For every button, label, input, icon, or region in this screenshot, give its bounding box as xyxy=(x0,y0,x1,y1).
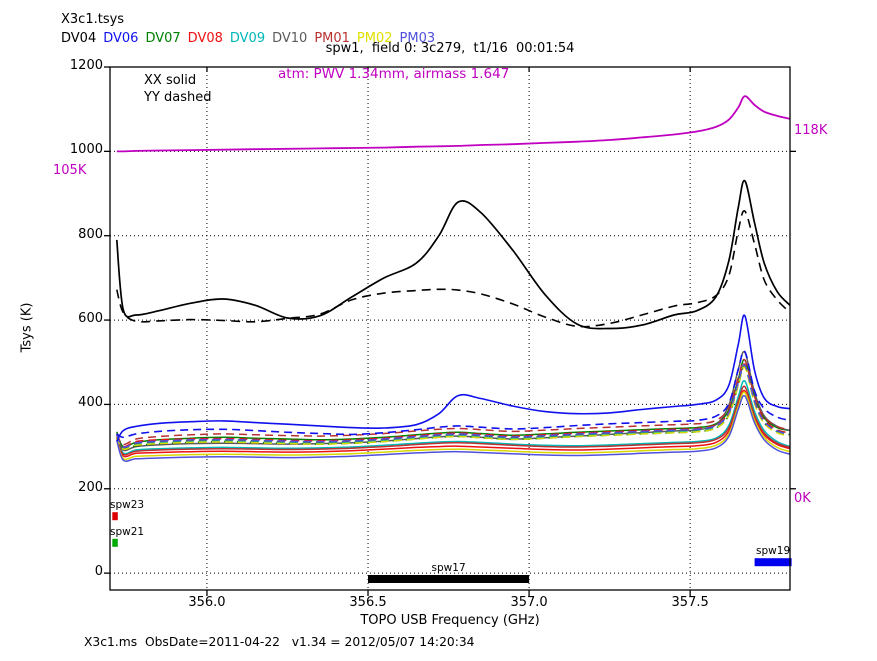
legend-PM03: PM03 xyxy=(399,31,436,46)
yy-dashed-note: YY dashed xyxy=(144,90,212,105)
x-tick-label-357.5: 357.5 xyxy=(671,595,709,610)
footer-info: X3c1.ms ObsDate=2011-04-22 v1.34 = 2012/… xyxy=(84,635,475,649)
series-pm01-xx xyxy=(116,385,791,456)
series-pm01-yy xyxy=(116,358,791,446)
legend-PM02: PM02 xyxy=(356,31,393,46)
x-tick-label-356.0: 356.0 xyxy=(188,595,226,610)
legend-DV08: DV08 xyxy=(187,31,223,46)
series-dv04-yy xyxy=(116,210,791,328)
span-bar-spw21 xyxy=(112,538,118,547)
antenna-legend: DV04 DV06 DV07 DV08 DV09 DV10 PM01 PM02 PM03 xyxy=(61,28,442,47)
series-dv07-xx xyxy=(116,358,791,448)
series-dv09-xx xyxy=(116,380,791,455)
y-tick-label-200: 200 xyxy=(78,479,103,495)
legend-DV10: DV10 xyxy=(272,31,308,46)
atm-right-top-scale-label: 118K xyxy=(794,123,828,138)
x-tick-label-357.0: 357.0 xyxy=(510,595,548,610)
span-bar-spw17 xyxy=(368,575,530,583)
span-bar-spw23 xyxy=(112,512,118,521)
y-tick-label-400: 400 xyxy=(78,395,103,411)
legend-PM01: PM01 xyxy=(314,31,350,46)
series-atm-transmission xyxy=(116,95,791,153)
legend-DV04: DV04 xyxy=(61,31,97,46)
x-tick-label-356.5: 356.5 xyxy=(349,595,387,610)
series-dv10-xx xyxy=(116,350,791,452)
y-tick-label-1200: 1200 xyxy=(69,58,103,73)
x-axis-label: TOPO USB Frequency (GHz) xyxy=(360,613,540,628)
series-pm03-yy xyxy=(116,363,791,448)
series-dv08-yy xyxy=(116,363,791,448)
y-tick-label-1000: 1000 xyxy=(69,142,103,158)
legend-DV06: DV06 xyxy=(103,31,139,46)
xx-solid-note: XX solid xyxy=(144,73,197,88)
y-tick-label-800: 800 xyxy=(78,226,103,242)
y-tick-label-600: 600 xyxy=(78,311,103,327)
series-dv06-xx xyxy=(116,314,791,442)
span-label-spw23: spw23 xyxy=(110,499,144,511)
span-label-spw21: spw21 xyxy=(110,526,144,538)
span-label-spw17: spw17 xyxy=(432,562,466,574)
plot-subtitle: spw1, field 0: 3c279, t1/16 00:01:54 xyxy=(325,41,575,56)
span-label-spw19: spw19 xyxy=(756,545,790,557)
atm-left-scale-label: 105K xyxy=(53,163,87,178)
plot-frame xyxy=(109,66,791,591)
legend-DV09: DV09 xyxy=(229,31,266,46)
atm-right-bottom-scale-label: 0K xyxy=(794,491,811,506)
series-pm03-xx xyxy=(116,394,791,463)
legend-DV07: DV07 xyxy=(145,31,181,46)
series-pm02-xx xyxy=(116,391,791,461)
y-tick-label-0: 0 xyxy=(94,564,103,580)
span-bar-spw19 xyxy=(754,558,792,567)
plot-title: X3c1.tsys xyxy=(61,12,125,27)
atm-note: atm: PWV 1.34mm, airmass 1.647 xyxy=(278,66,510,82)
series-dv06-yy xyxy=(116,350,791,439)
series-dv04-xx xyxy=(115,179,791,330)
